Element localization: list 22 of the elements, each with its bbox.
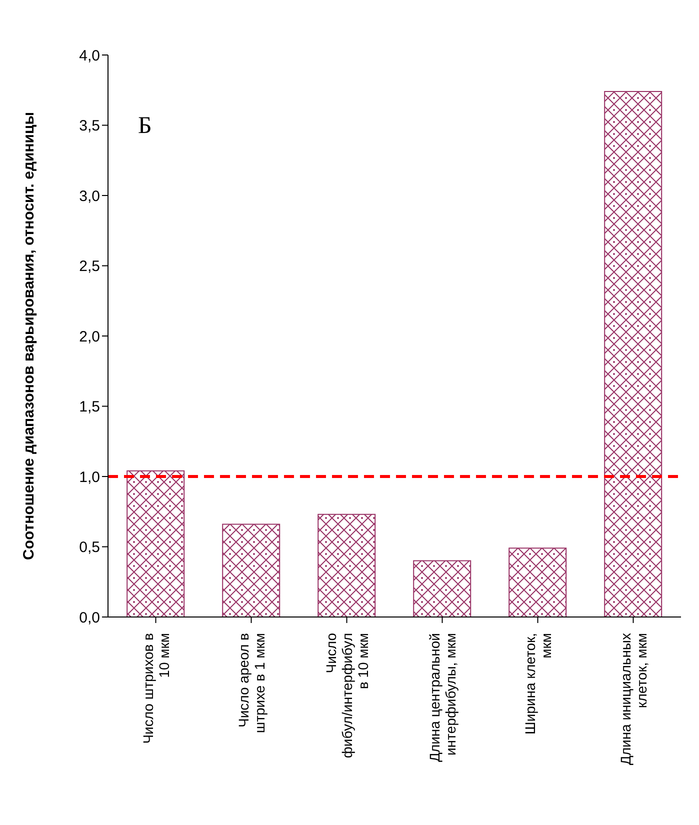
y-tick-label: 1,0 bbox=[79, 468, 100, 486]
annotation: Б bbox=[138, 113, 152, 140]
y-tick-label: 4,0 bbox=[79, 47, 100, 64]
x-tick-label: Ширина клеток, мкм bbox=[522, 633, 554, 734]
y-tick-label: 0,5 bbox=[79, 539, 100, 556]
y-tick-label: 2,0 bbox=[79, 328, 100, 346]
bar bbox=[222, 524, 280, 617]
x-tick-label: Число штрихов в 10 мкм bbox=[140, 633, 172, 744]
y-tick-label: 1,5 bbox=[79, 398, 100, 416]
y-tick-label: 0,0 bbox=[79, 609, 100, 626]
x-tick-label: Число ареол в штрихе в 1 мкм bbox=[235, 633, 268, 734]
bar bbox=[318, 514, 376, 617]
bar bbox=[604, 91, 662, 617]
x-tick-label: Число фибул/интерфибул в 10 мкм bbox=[322, 632, 371, 758]
x-tick-label: Длина инициальных клеток, мкм bbox=[617, 633, 650, 766]
y-tick-label: 3,5 bbox=[79, 118, 100, 135]
y-tick-label: 3,0 bbox=[79, 188, 100, 205]
y-tick-label: 2,5 bbox=[79, 258, 100, 276]
y-axis-title: Соотношение диапазонов варьирования, относит. единицы bbox=[20, 112, 38, 560]
bar bbox=[126, 470, 185, 617]
bar bbox=[413, 560, 472, 617]
bar bbox=[508, 548, 567, 617]
